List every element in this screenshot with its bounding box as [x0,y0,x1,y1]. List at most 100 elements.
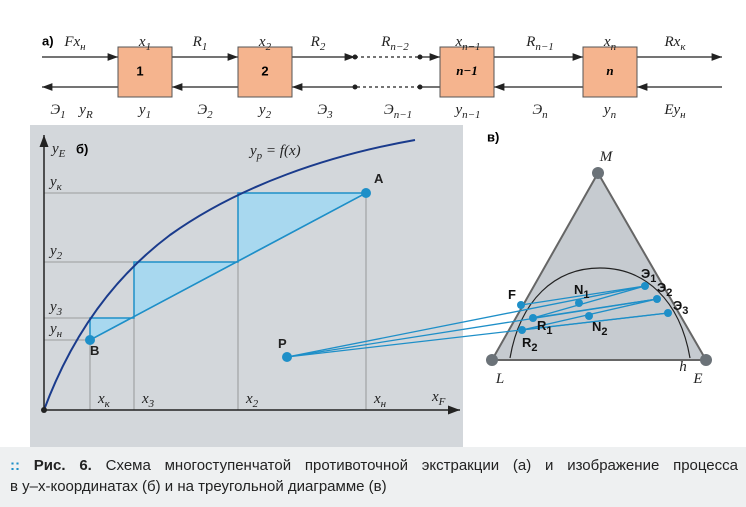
label: Э3 [317,102,333,120]
label: R2 [310,34,326,52]
label-sub: 3 [56,306,63,318]
label: x2 [258,34,272,52]
label-main: Э [657,280,666,295]
label-main: Э [384,102,394,118]
label-sub: 1 [146,41,152,53]
label-main: N [574,282,583,297]
label-main: R [380,34,390,50]
label-sub: n−2 [390,41,409,53]
label-main: P [278,336,287,351]
label: Э2 [657,280,672,298]
label-sub: 2 [266,109,272,121]
label-sub: R [85,109,93,121]
label-sub: n−1 [462,109,480,121]
graph-bg [30,125,463,447]
stage-number: 1 [136,63,143,78]
caption-line: Схема многоступенчатой противоточной экс… [105,457,738,474]
label-main: y [77,102,86,118]
label-main: y [257,102,266,118]
label: B [90,343,99,358]
label-main: R [525,34,535,50]
label: Rn−2 [380,34,409,52]
label: yн [48,321,63,339]
label-main: x [454,34,462,50]
label-main: N [592,319,601,334]
label-main: y [48,299,57,315]
label-main: y [248,143,257,159]
label: xн [373,391,387,409]
label: Эn−1 [384,102,412,120]
label-sub: 3 [326,109,333,121]
caption-number: Рис. 6. [33,457,92,474]
label-main: F [508,287,516,302]
label: R1 [537,318,553,336]
label-main: y [48,321,57,337]
label: yn [602,102,617,120]
label-main: R [522,335,532,350]
label-sub: н [680,109,686,121]
label: xк [97,391,111,409]
label-sub: F [438,396,446,408]
label: y2 [48,243,63,261]
label-sub: 2 [57,250,63,262]
label: N2 [592,319,608,337]
label-sub: E [58,148,66,160]
label: yR [77,102,93,120]
label: x2 [245,391,259,409]
label-sub: к [680,41,686,53]
label-main: y [48,243,57,259]
label: Э3 [673,298,688,316]
stage-boxes [117,46,638,98]
label: yn−1 [453,102,480,120]
label-sub: 1 [202,41,208,53]
label-main: Э [317,102,327,118]
label-sub: н [381,398,387,410]
label-sub: 1 [546,325,552,337]
label-main: Э [641,266,650,281]
label-sub: 1 [583,289,589,301]
binodal [509,267,691,359]
label: yE [50,141,66,159]
label-main: h [679,359,687,375]
label-sub: 3 [148,398,155,410]
triangle [490,170,708,361]
label-sub: n−1 [394,109,412,121]
label-main: y [50,141,59,157]
label-main: x [141,391,149,407]
label-sub: 2 [266,41,272,53]
part-label: а) [42,33,54,48]
label-sub: n [611,41,617,53]
label: P [278,336,287,351]
label-sub: 1 [146,109,152,121]
label: xn−1 [454,34,480,52]
label-sub: 1 [650,273,656,285]
label-sub: 2 [207,109,213,121]
label-main: B [90,343,99,358]
label: x1 [138,34,151,52]
label: Eyн [663,102,686,120]
label-sub: 2 [666,287,672,299]
label-sub: n [611,109,617,121]
label: N1 [574,282,590,300]
label: R2 [522,335,538,353]
label: xn [603,34,617,52]
label-main: Э [50,102,60,118]
equilibrium-curve [43,139,416,411]
label-main: y [48,174,57,190]
label: M [599,149,614,165]
label-main: x [603,34,611,50]
label-main: x [373,391,381,407]
label-main: Ey [663,102,680,118]
label-main: A [374,171,384,186]
label: y2 [257,102,272,120]
label: Fxн [63,34,86,52]
label: Э1 [50,102,65,120]
label-main: x [138,34,146,50]
label: yр = f(x) [248,143,301,161]
label: h [679,359,687,375]
label: xF [431,389,446,407]
label-sub: н [80,41,86,53]
stage-number: n [606,63,613,78]
label: x3 [141,391,155,409]
